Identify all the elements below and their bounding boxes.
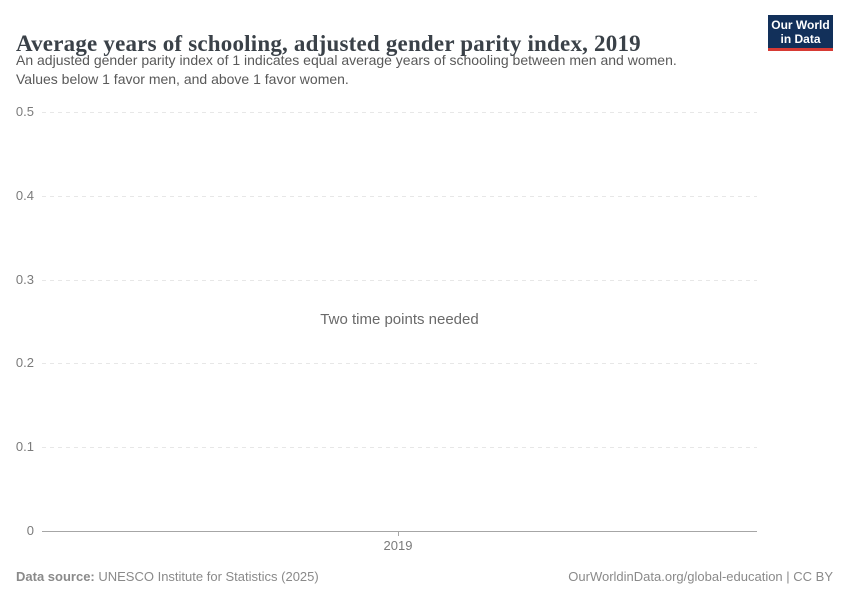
owid-link[interactable]: OurWorldinData.org/global-education | CC… — [568, 569, 833, 584]
x-tick-mark — [398, 531, 399, 536]
gridline — [42, 196, 757, 197]
y-tick-label: 0.1 — [15, 439, 34, 454]
y-tick-label: 0.4 — [15, 188, 34, 203]
owid-logo-line-1: Our World — [771, 18, 830, 32]
chart-subtitle-line-1: An adjusted gender parity index of 1 ind… — [16, 52, 677, 68]
x-tick-label: 2019 — [383, 538, 413, 553]
x-axis-line — [42, 531, 757, 532]
owid-logo[interactable]: Our World in Data — [768, 15, 833, 51]
y-tick-label: 0.3 — [15, 272, 34, 287]
chart-title: Average years of schooling, adjusted gen… — [16, 31, 641, 57]
owid-logo-line-2: in Data — [780, 32, 821, 46]
gridline — [42, 363, 757, 364]
y-tick-label: 0.2 — [15, 355, 34, 370]
data-source-value: UNESCO Institute for Statistics (2025) — [94, 569, 319, 584]
chart-empty-note: Two time points needed — [320, 311, 479, 328]
gridline — [42, 280, 757, 281]
chart-footer: Data source: UNESCO Institute for Statis… — [16, 569, 833, 585]
y-tick-label: 0 — [26, 523, 34, 538]
gridline — [42, 447, 757, 448]
data-source-label: Data source: — [16, 569, 95, 584]
data-source: Data source: UNESCO Institute for Statis… — [16, 569, 319, 585]
gridline — [42, 112, 757, 113]
chart-subtitle-line-2: Values below 1 favor men, and above 1 fa… — [16, 71, 349, 87]
chart-subtitle: An adjusted gender parity index of 1 ind… — [16, 51, 677, 89]
y-tick-label: 0.5 — [15, 104, 34, 119]
